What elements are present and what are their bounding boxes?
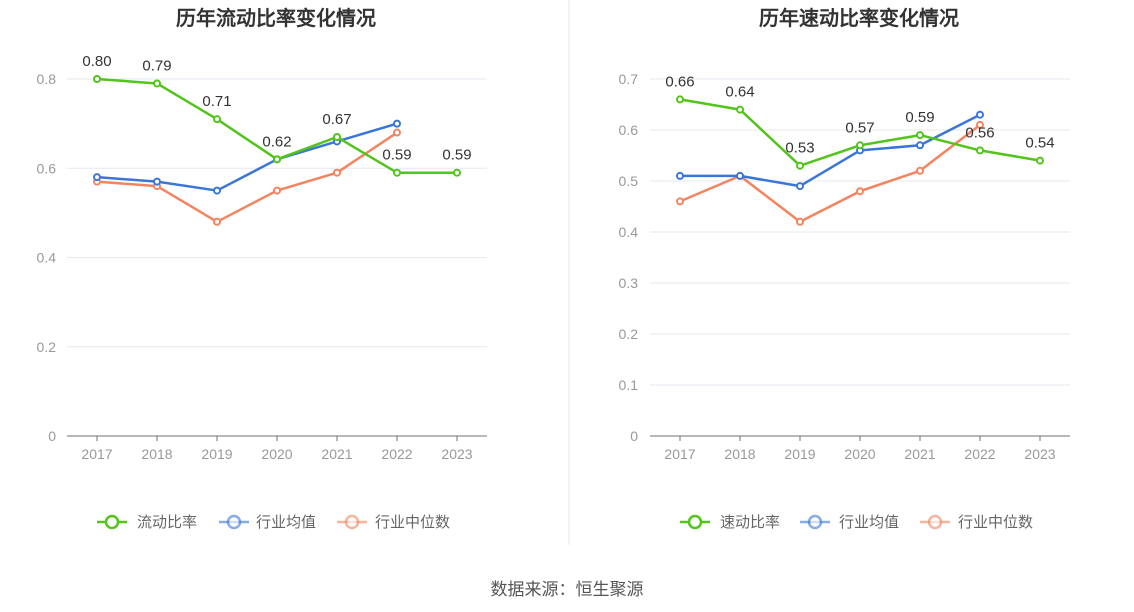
legend-label[interactable]: 行业中位数 bbox=[375, 514, 450, 531]
data-point bbox=[736, 105, 744, 114]
data-label: 0.59 bbox=[442, 147, 471, 164]
y-tick-label: 0.7 bbox=[619, 71, 639, 87]
data-label: 0.54 bbox=[1025, 135, 1054, 152]
data-point bbox=[453, 168, 461, 177]
data-label: 0.79 bbox=[142, 57, 171, 74]
data-point bbox=[856, 187, 864, 196]
quick-ratio-chart: 历年速动比率变化情况 0 0.1 0.2 0.3 0.4 0.5 0.6 0.7 2017 201… bbox=[619, 6, 1070, 531]
x-tick-label: 2022 bbox=[964, 446, 995, 462]
legend-label[interactable]: 行业均值 bbox=[256, 514, 316, 531]
x-tick-label: 2021 bbox=[321, 446, 352, 462]
data-point bbox=[676, 171, 684, 180]
x-tick-label: 2020 bbox=[261, 446, 292, 462]
data-point bbox=[333, 168, 341, 177]
y-tick-label: 0.6 bbox=[619, 122, 639, 138]
series-line bbox=[680, 113, 981, 188]
data-point bbox=[796, 161, 804, 170]
current-ratio-chart: 历年流动比率变化情况 0 0.2 0.4 0.6 0.8 2017 2018 2019 2020… bbox=[37, 6, 487, 531]
x-tick-label: 2020 bbox=[844, 446, 875, 462]
data-label: 0.56 bbox=[965, 124, 994, 141]
legend-marker bbox=[687, 514, 703, 530]
series-line bbox=[96, 131, 398, 224]
y-tick-label: 0.4 bbox=[619, 224, 639, 240]
x-tick-label: 2017 bbox=[664, 446, 695, 462]
data-label: 0.59 bbox=[382, 147, 411, 164]
y-tick-label: 0.4 bbox=[37, 250, 57, 266]
data-label: 0.67 bbox=[322, 111, 351, 128]
data-point bbox=[916, 131, 924, 140]
data-point bbox=[393, 119, 401, 128]
chart-title: 历年速动比率变化情况 bbox=[759, 6, 959, 30]
data-label: 0.80 bbox=[82, 53, 111, 70]
data-label: 0.64 bbox=[725, 84, 754, 101]
data-point bbox=[213, 186, 221, 195]
series-line bbox=[96, 122, 398, 192]
x-tick-label: 2021 bbox=[904, 446, 935, 462]
y-tick-label: 0 bbox=[48, 428, 56, 444]
y-tick-label: 0.1 bbox=[619, 377, 639, 393]
data-point bbox=[153, 177, 161, 186]
x-tick-label: 2023 bbox=[1024, 446, 1055, 462]
y-tick-label: 0.8 bbox=[37, 71, 57, 87]
data-point bbox=[976, 110, 984, 119]
data-point bbox=[856, 141, 864, 150]
data-label: 0.71 bbox=[202, 93, 231, 110]
x-tick-label: 2023 bbox=[441, 446, 472, 462]
data-label: 0.66 bbox=[665, 73, 694, 90]
legend-marker bbox=[807, 514, 823, 530]
data-point bbox=[213, 217, 221, 226]
x-tick-label: 2022 bbox=[381, 446, 412, 462]
data-point bbox=[676, 197, 684, 206]
data-point bbox=[796, 182, 804, 191]
data-point bbox=[273, 186, 281, 195]
chart-title: 历年流动比率变化情况 bbox=[176, 6, 376, 30]
data-point bbox=[93, 75, 101, 83]
legend-label[interactable]: 流动比率 bbox=[137, 514, 197, 531]
series-line bbox=[679, 123, 981, 224]
x-tick-label: 2017 bbox=[81, 446, 112, 462]
y-tick-label: 0.5 bbox=[619, 173, 639, 189]
x-tick-label: 2019 bbox=[201, 446, 232, 462]
data-point bbox=[393, 168, 401, 177]
legend-label[interactable]: 速动比率 bbox=[720, 514, 780, 531]
legend-label[interactable]: 行业中位数 bbox=[958, 514, 1033, 531]
data-point bbox=[916, 141, 924, 150]
data-point bbox=[213, 115, 221, 124]
data-point bbox=[273, 155, 281, 164]
data-point bbox=[333, 133, 341, 142]
y-tick-label: 0.3 bbox=[619, 275, 639, 291]
data-label: 0.53 bbox=[785, 140, 814, 157]
legend-marker bbox=[927, 514, 943, 530]
x-tick-label: 2018 bbox=[141, 446, 172, 462]
data-point bbox=[976, 146, 984, 155]
data-point bbox=[1036, 156, 1044, 165]
data-point bbox=[976, 120, 984, 129]
data-point bbox=[393, 128, 401, 137]
data-point bbox=[796, 217, 804, 226]
y-tick-label: 0 bbox=[630, 428, 638, 444]
x-tick-label: 2018 bbox=[724, 446, 755, 462]
data-label: 0.62 bbox=[262, 133, 291, 150]
data-label: 0.57 bbox=[845, 119, 874, 136]
data-point bbox=[736, 171, 744, 180]
y-tick-label: 0.2 bbox=[619, 326, 639, 342]
legend-marker bbox=[104, 514, 120, 530]
data-source-label: 数据来源：恒生聚源 bbox=[490, 580, 644, 600]
data-point bbox=[153, 79, 161, 88]
data-point bbox=[916, 166, 924, 175]
y-tick-label: 0.2 bbox=[37, 339, 57, 355]
data-point bbox=[676, 95, 684, 104]
legend-marker bbox=[344, 514, 360, 530]
data-point bbox=[93, 173, 101, 182]
data-label: 0.59 bbox=[905, 109, 934, 126]
legend-marker bbox=[226, 514, 242, 530]
y-tick-label: 0.6 bbox=[37, 160, 57, 176]
legend-label[interactable]: 行业均值 bbox=[839, 514, 899, 531]
x-tick-label: 2019 bbox=[784, 446, 815, 462]
